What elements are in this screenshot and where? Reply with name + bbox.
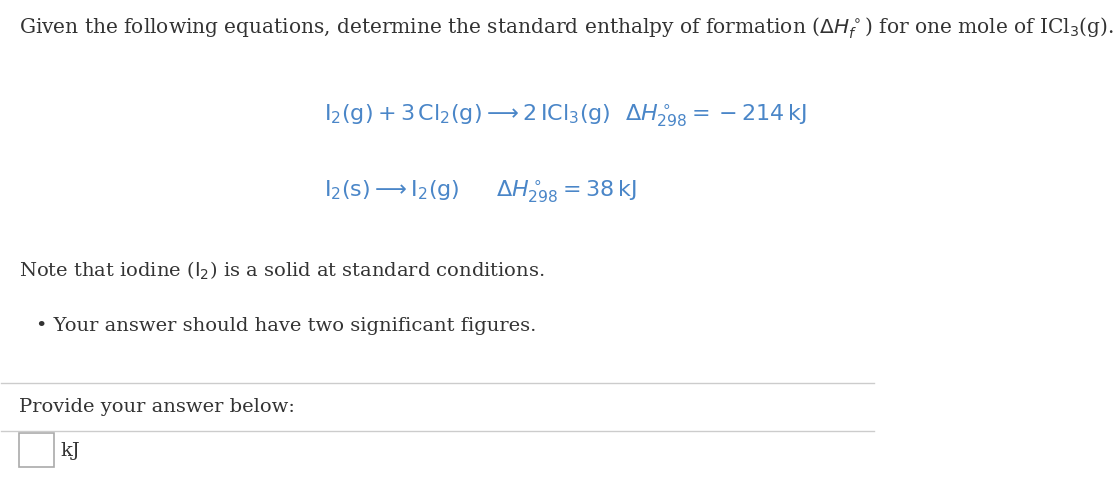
Text: Provide your answer below:: Provide your answer below: [19,397,295,416]
Text: Given the following equations, determine the standard enthalpy of formation ($\D: Given the following equations, determine… [19,16,1114,41]
Text: $\Delta H_{298}^\circ = 38\,\mathrm{kJ}$: $\Delta H_{298}^\circ = 38\,\mathrm{kJ}$ [496,178,637,204]
Text: • Your answer should have two significant figures.: • Your answer should have two significan… [36,316,536,334]
Text: Note that iodine ($\mathrm{I_2}$) is a solid at standard conditions.: Note that iodine ($\mathrm{I_2}$) is a s… [19,259,544,281]
Text: $\Delta H_{298}^\circ = -214\,\mathrm{kJ}$: $\Delta H_{298}^\circ = -214\,\mathrm{kJ… [625,102,808,128]
Text: $\mathrm{I_2(g) + 3\,Cl_2(g) \longrightarrow 2\,ICl_3(g)}$: $\mathrm{I_2(g) + 3\,Cl_2(g) \longrighta… [325,102,612,126]
FancyBboxPatch shape [19,433,54,467]
Text: $\mathrm{I_2(s) \longrightarrow I_2(g)}$: $\mathrm{I_2(s) \longrightarrow I_2(g)}$ [325,178,460,202]
Text: kJ: kJ [60,441,81,459]
